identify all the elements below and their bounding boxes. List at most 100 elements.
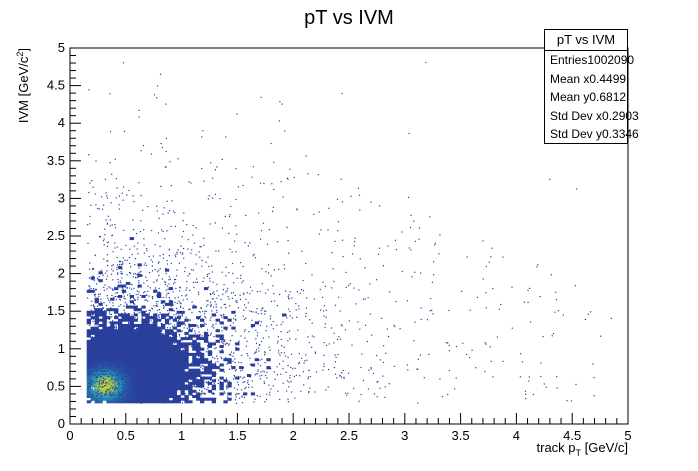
heatmap-point xyxy=(120,360,123,362)
heatmap-cell xyxy=(176,321,181,325)
heatmap-point xyxy=(128,257,131,259)
heatmap-point xyxy=(288,252,290,254)
heatmap-point xyxy=(447,393,449,396)
heatmap-point xyxy=(123,62,125,64)
heatmap-point xyxy=(203,313,206,315)
heatmap-point xyxy=(180,365,182,368)
heatmap-point xyxy=(170,316,172,318)
stats-row-stddev-x: Std Dev x 0.2903 xyxy=(545,107,639,126)
heatmap-cell xyxy=(125,331,131,335)
heatmap-cell xyxy=(129,321,134,325)
heatmap-point xyxy=(121,330,123,332)
heatmap-point xyxy=(131,373,133,375)
heatmap-point xyxy=(164,347,166,349)
heatmap-point xyxy=(194,359,196,361)
heatmap-point xyxy=(161,388,163,390)
heatmap-point xyxy=(90,372,92,374)
heatmap-point xyxy=(270,324,273,326)
heatmap-point xyxy=(260,341,263,343)
heatmap-cell xyxy=(125,318,131,322)
heatmap-cell xyxy=(110,381,115,385)
heatmap-point xyxy=(488,261,490,263)
heatmap-point xyxy=(330,327,333,329)
heatmap-point xyxy=(235,346,237,348)
heatmap-point xyxy=(205,381,207,383)
heatmap-cell xyxy=(161,395,166,398)
heatmap-point xyxy=(103,352,105,354)
heatmap-point xyxy=(154,343,156,345)
heatmap-point xyxy=(95,391,97,393)
heatmap-point xyxy=(114,354,116,356)
heatmap-point xyxy=(102,377,104,379)
heatmap-cell xyxy=(141,387,146,391)
heatmap-point xyxy=(147,330,149,332)
heatmap-point xyxy=(162,333,164,335)
heatmap-point xyxy=(317,174,319,176)
heatmap-point xyxy=(146,394,148,396)
heatmap-point xyxy=(97,279,100,281)
heatmap-point xyxy=(475,367,477,369)
heatmap-point xyxy=(221,349,223,351)
heatmap-point xyxy=(280,373,282,375)
heatmap-point xyxy=(187,239,189,241)
heatmap-point xyxy=(414,240,416,242)
heatmap-point xyxy=(91,380,93,383)
heatmap-point xyxy=(196,380,198,382)
heatmap-cell xyxy=(172,400,177,404)
heatmap-point xyxy=(186,359,189,361)
heatmap-point xyxy=(341,201,343,203)
heatmap-cell xyxy=(133,392,138,396)
heatmap-point xyxy=(121,277,123,279)
heatmap-point xyxy=(136,346,138,348)
heatmap-point xyxy=(134,378,136,380)
heatmap-point xyxy=(354,240,356,243)
heatmap-cell xyxy=(157,355,162,359)
heatmap-point xyxy=(155,355,157,357)
heatmap-cell xyxy=(118,342,123,346)
y-axis-label-main: IVM [GeV/c xyxy=(16,56,31,123)
heatmap-point xyxy=(238,361,240,363)
heatmap-point xyxy=(272,321,274,323)
heatmap-point xyxy=(150,384,152,386)
heatmap-point xyxy=(149,287,151,289)
heatmap-cell xyxy=(227,392,232,396)
heatmap-point xyxy=(234,315,236,317)
heatmap-point xyxy=(146,387,148,389)
heatmap-cell xyxy=(133,313,138,317)
heatmap-point xyxy=(163,338,165,340)
heatmap-point xyxy=(161,340,163,343)
heatmap-point xyxy=(307,336,309,338)
heatmap-point xyxy=(180,330,182,333)
heatmap-point xyxy=(111,364,113,366)
heatmap-point xyxy=(139,362,141,365)
heatmap-point xyxy=(308,391,310,394)
heatmap-point xyxy=(178,361,180,363)
heatmap-cell xyxy=(129,329,134,333)
heatmap-point xyxy=(103,380,105,382)
heatmap-cell xyxy=(203,360,209,364)
heatmap-point xyxy=(190,252,192,254)
heatmap-point xyxy=(222,339,224,341)
heatmap-point xyxy=(308,391,310,393)
heatmap-point xyxy=(147,340,149,342)
heatmap-point xyxy=(162,363,164,365)
heatmap-point xyxy=(187,362,189,364)
heatmap-point xyxy=(122,387,124,389)
heatmap-point xyxy=(147,319,149,321)
heatmap-point xyxy=(201,335,203,337)
heatmap-point xyxy=(140,350,142,352)
heatmap-point xyxy=(92,312,94,314)
heatmap-cell xyxy=(161,339,166,343)
heatmap-point xyxy=(104,359,106,361)
heatmap-point xyxy=(289,338,291,340)
heatmap-point xyxy=(255,373,257,375)
heatmap-point xyxy=(201,365,203,367)
heatmap-point xyxy=(308,369,310,372)
heatmap-point xyxy=(99,376,102,378)
heatmap-cell xyxy=(164,389,170,393)
heatmap-point xyxy=(126,349,128,351)
heatmap-point xyxy=(117,281,120,283)
heatmap-point xyxy=(413,340,415,342)
heatmap-cell xyxy=(121,395,127,398)
heatmap-point xyxy=(97,393,99,395)
